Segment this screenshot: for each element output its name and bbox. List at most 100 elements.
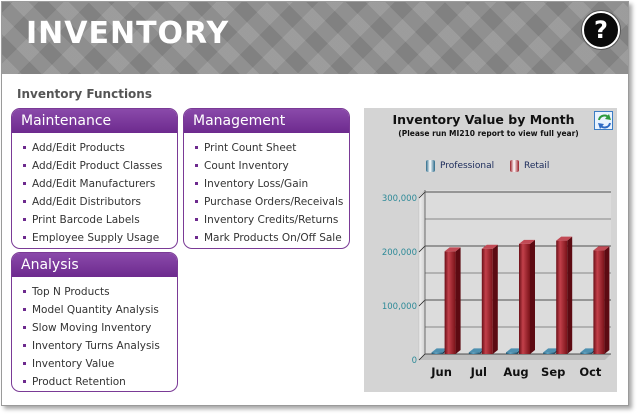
- x-category-label: Aug: [503, 365, 528, 379]
- maintenance-item-label: Add/Edit Product Classes: [32, 160, 163, 173]
- bullet-icon: [23, 181, 26, 185]
- plot-side-wall: [418, 189, 426, 361]
- retail-bar-side: [604, 246, 610, 354]
- maintenance-item-label: Employee Supply Usage: [32, 232, 160, 245]
- analysis-list: Top N Products Model Quantity Analysis Slo…: [12, 277, 177, 391]
- y-tick-label: 200,000: [382, 248, 417, 258]
- plot-floor: [419, 354, 611, 360]
- legend-label: Retail: [524, 161, 550, 171]
- refresh-icon[interactable]: [594, 111, 613, 130]
- analysis-item[interactable]: Inventory Value: [23, 355, 177, 373]
- professional-bar: [431, 352, 443, 354]
- maintenance-item[interactable]: Employee Supply Usage: [23, 229, 177, 247]
- bullet-icon: [195, 199, 198, 203]
- inventory-window: INVENTORY ? Inventory Functions Maintena…: [1, 1, 629, 406]
- bullet-icon: [23, 217, 26, 221]
- professional-bar-top: [580, 348, 597, 353]
- retail-bar-side: [492, 244, 498, 354]
- chart-title: Inventory Value by Month: [392, 112, 575, 127]
- management-panel: Management Print Count Sheet Count Invent…: [183, 108, 350, 249]
- management-item[interactable]: Purchase Orders/Receivals: [195, 193, 349, 211]
- retail-bar-top: [444, 247, 461, 252]
- bullet-icon: [23, 307, 26, 311]
- analysis-item[interactable]: Inventory Turns Analysis: [23, 337, 177, 355]
- x-category-label: Jul: [470, 365, 487, 379]
- chart-plot-area: 0 100,000 200,000 300,000 Jun Jul Aug Sep Oct: [382, 189, 611, 379]
- bullet-icon: [23, 163, 26, 167]
- management-panel-title: Management: [184, 109, 349, 133]
- retail-bar: [481, 248, 493, 354]
- bullet-icon: [195, 181, 198, 185]
- management-item-label: Mark Products On/Off Sale: [204, 232, 342, 245]
- management-item[interactable]: Inventory Credits/Returns: [195, 211, 349, 229]
- management-item[interactable]: Inventory Loss/Gain: [195, 175, 349, 193]
- analysis-item-label: Slow Moving Inventory: [32, 322, 152, 335]
- bullet-icon: [23, 235, 26, 239]
- analysis-item-label: Inventory Turns Analysis: [32, 340, 160, 353]
- maintenance-item[interactable]: Add/Edit Product Classes: [23, 157, 177, 175]
- bullet-icon: [23, 379, 26, 383]
- analysis-item[interactable]: Model Quantity Analysis: [23, 301, 177, 319]
- header-banner: INVENTORY ?: [2, 2, 628, 74]
- bullet-icon: [195, 235, 198, 239]
- section-title: Inventory Functions: [17, 87, 152, 101]
- retail-bar-side: [567, 236, 573, 354]
- retail-bar-top: [481, 244, 498, 249]
- maintenance-item[interactable]: Print Barcode Labels: [23, 211, 177, 229]
- chart-subtitle: (Please run MI210 report to view full ye…: [398, 129, 579, 138]
- professional-bar: [468, 352, 480, 354]
- professional-bar: [506, 352, 517, 354]
- management-list: Print Count Sheet Count Inventory Inventor…: [184, 133, 349, 248]
- management-item-label: Print Count Sheet: [204, 142, 297, 154]
- page-title: INVENTORY: [26, 16, 230, 51]
- professional-bar: [580, 352, 592, 354]
- maintenance-panel-title: Maintenance: [12, 109, 177, 133]
- maintenance-item[interactable]: Add/Edit Distributors: [23, 193, 177, 211]
- retail-bar: [519, 243, 530, 354]
- management-item[interactable]: Print Count Sheet: [195, 139, 349, 157]
- professional-bar-top: [468, 348, 485, 353]
- legend-swatch: [510, 160, 519, 172]
- inventory-value-chart: Inventory Value by Month (Please run MI2…: [364, 108, 617, 392]
- analysis-item[interactable]: Slow Moving Inventory: [23, 319, 177, 337]
- retail-bar: [444, 251, 456, 354]
- retail-bar-side: [530, 239, 535, 354]
- legend-swatch: [426, 160, 435, 172]
- analysis-item-label: Inventory Value: [32, 358, 115, 371]
- bullet-icon: [23, 199, 26, 203]
- analysis-item-label: Model Quantity Analysis: [32, 304, 159, 317]
- maintenance-item-label: Add/Edit Manufacturers: [32, 178, 156, 191]
- legend-label: Professional: [440, 161, 495, 171]
- retail-bar: [593, 250, 605, 354]
- analysis-panel: Analysis Top N Products Model Quantity An…: [11, 252, 178, 392]
- retail-bar: [556, 240, 568, 354]
- analysis-item[interactable]: Product Retention: [23, 373, 177, 391]
- maintenance-item[interactable]: Add/Edit Manufacturers: [23, 175, 177, 193]
- bullet-icon: [195, 145, 198, 149]
- management-item[interactable]: Mark Products On/Off Sale: [195, 229, 349, 247]
- management-item-label: Inventory Credits/Returns: [204, 214, 339, 227]
- bullet-icon: [195, 217, 198, 221]
- maintenance-item[interactable]: Add/Edit Products: [23, 139, 177, 157]
- gridline-depth: [418, 299, 426, 307]
- maintenance-item-label: Add/Edit Distributors: [32, 196, 142, 209]
- maintenance-item-label: Print Barcode Labels: [32, 214, 140, 227]
- gridline-depth: [418, 245, 426, 253]
- professional-bar: [543, 352, 555, 354]
- bullet-icon: [23, 361, 26, 365]
- maintenance-item-label: Add/Edit Products: [32, 142, 125, 154]
- retail-bar-top: [519, 239, 535, 244]
- y-tick-label: 0: [412, 356, 417, 366]
- analysis-item-label: Top N Products: [32, 286, 110, 298]
- bullet-icon: [23, 343, 26, 347]
- analysis-item[interactable]: Top N Products: [23, 283, 177, 301]
- bullet-icon: [195, 163, 198, 167]
- analysis-panel-title: Analysis: [12, 253, 177, 277]
- y-tick-label: 100,000: [382, 302, 417, 312]
- x-category-label: Jun: [430, 365, 452, 379]
- analysis-item-label: Product Retention: [32, 376, 126, 389]
- maintenance-panel: Maintenance Add/Edit Products Add/Edit Pr…: [11, 108, 178, 249]
- y-tick-label: 300,000: [382, 194, 417, 204]
- help-button[interactable]: ?: [582, 11, 620, 49]
- management-item[interactable]: Count Inventory: [195, 157, 349, 175]
